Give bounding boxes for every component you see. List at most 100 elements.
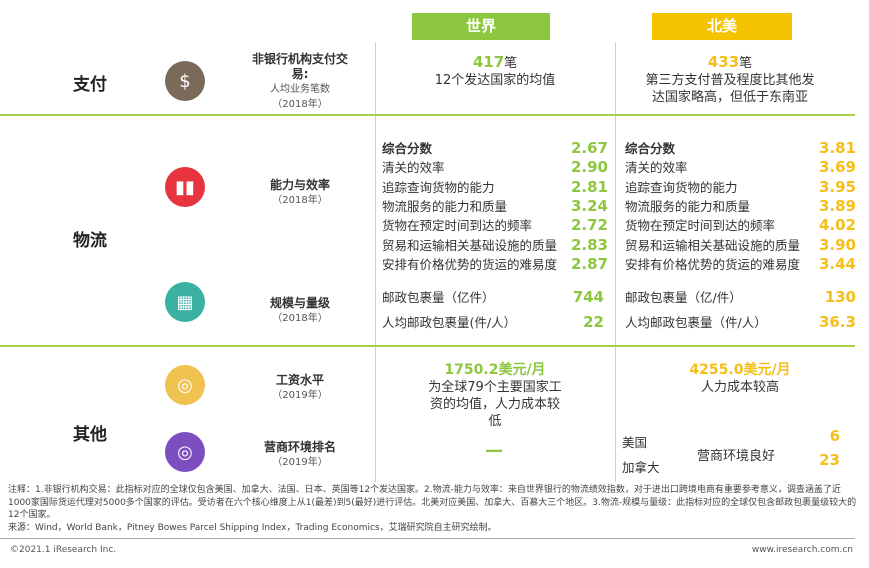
unit: 笔	[739, 56, 753, 71]
rank-us: 6	[829, 427, 840, 445]
desc: 为全球79个主要国家工资的均值，人力成本较低	[428, 380, 562, 429]
source-text: 来源：Wind，World Bank，Pitney Bowes Parcel S…	[8, 522, 497, 533]
money-bag-icon: $	[165, 61, 205, 101]
metric-label: 贸易和运输相关基础设施的质量	[625, 237, 801, 253]
website-link[interactable]: www.iresearch.com.cn	[751, 545, 853, 555]
metric-row: 人均邮政包裹量(件/人） 22	[382, 313, 604, 332]
metric-label: 物流服务的能力和质量	[625, 198, 751, 214]
title: 营商环境排名	[263, 440, 336, 454]
bar-chart-icon: ▮▮	[165, 167, 205, 207]
year: （2019年）	[272, 457, 328, 468]
metric-value: 3.24	[570, 196, 608, 215]
payment-world: 417笔 12个发达国家的均值	[400, 54, 590, 89]
category-logistics: 物流	[73, 231, 107, 251]
year: （2018年）	[272, 195, 328, 206]
scale-label: 规模与量级 （2018年）	[245, 296, 355, 326]
business-label: 营商环境排名 （2019年）	[245, 440, 355, 470]
metric-row: 贸易和运输相关基础设施的质量 2.83	[382, 236, 608, 255]
title: 工资水平	[275, 373, 324, 387]
metric-label: 物流服务的能力和质量	[382, 198, 508, 214]
divider	[0, 345, 855, 347]
metric-value: 130	[824, 288, 856, 306]
metric-row: 物流服务的能力和质量 3.24	[382, 197, 608, 216]
metric-label: 清关的效率	[625, 160, 688, 176]
metric-label: 货物在预定时间到达的频率	[625, 218, 776, 234]
desc: 人力成本较高	[700, 380, 779, 395]
metric-label: 邮政包裹量（亿/件）	[625, 290, 742, 305]
country-us: 美国	[622, 435, 648, 450]
payment-subtitle: 人均业务笔数	[270, 84, 330, 95]
metric-value: 2.81	[570, 177, 608, 196]
metric-row: 清关的效率 2.90	[382, 158, 608, 177]
metric-row: 综合分数 3.81	[625, 139, 856, 158]
efficiency-label: 能力与效率 （2018年）	[245, 178, 355, 208]
metric-row: 货物在预定时间到达的频率 2.72	[382, 216, 608, 235]
business-world: —	[485, 440, 503, 461]
year: （2018年）	[272, 313, 328, 324]
payment-title: 非银行机构支付交易:	[251, 52, 348, 81]
metric-row: 人均邮政包裹量（件/人） 36.3	[625, 313, 856, 332]
metric-value: 3.95	[818, 177, 856, 196]
divider	[615, 42, 616, 482]
metric-row: 追踪查询货物的能力 2.81	[382, 178, 608, 197]
metric-value: 36.3	[818, 313, 856, 331]
notes: 注释：1.非银行机构交易：此指标对应的全球仅包含美国、加拿大、法国、日本、英国等…	[8, 484, 858, 534]
metric-value: 3.69	[818, 158, 856, 177]
metric-row: 物流服务的能力和质量 3.89	[625, 197, 856, 216]
metric-row: 综合分数 2.67	[382, 139, 608, 158]
unit: 笔	[504, 56, 518, 71]
value: 417	[472, 53, 505, 71]
metric-label: 贸易和运输相关基础设施的质量	[382, 237, 558, 253]
wage-label: 工资水平 （2019年）	[245, 373, 355, 403]
metric-label: 安排有价格优势的货运的难易度	[625, 256, 801, 272]
metric-value: 22	[583, 313, 604, 331]
metric-row: 邮政包裹量（亿件） 744	[382, 288, 604, 307]
desc: 12个发达国家的均值	[434, 73, 556, 88]
metric-value: 744	[572, 288, 604, 306]
target-icon: ◎	[165, 432, 205, 472]
header-north-america: 北美	[652, 13, 792, 40]
rings-icon: ◎	[165, 365, 205, 405]
payment-label: 非银行机构支付交易: 人均业务笔数 （2018年）	[245, 52, 355, 112]
divider	[0, 538, 855, 539]
wage-world: 1750.2美元/月 为全球79个主要国家工资的均值，人力成本较低	[425, 362, 565, 430]
metric-value: 3.81	[818, 139, 856, 157]
divider	[375, 42, 376, 482]
value: 4255.0美元/月	[689, 362, 791, 378]
metric-value: 2.67	[570, 139, 608, 157]
metric-label: 货物在预定时间到达的频率	[382, 218, 533, 234]
note-text: 注释：1.非银行机构交易：此指标对应的全球仅包含美国、加拿大、法国、日本、英国等…	[8, 485, 857, 520]
business-desc: 营商环境良好	[697, 449, 776, 464]
rank-canada: 23	[819, 451, 840, 469]
metric-value: 2.90	[570, 158, 608, 177]
metric-row: 货物在预定时间到达的频率 4.02	[625, 216, 856, 235]
wage-na: 4255.0美元/月 人力成本较高	[650, 362, 830, 396]
copyright: ©2021.1 iResearch Inc.	[10, 545, 117, 555]
header-world: 世界	[412, 13, 550, 40]
metric-label: 人均邮政包裹量（件/人）	[625, 315, 767, 330]
title: 能力与效率	[269, 178, 330, 192]
metric-label: 邮政包裹量（亿件）	[382, 290, 495, 305]
metric-value: 4.02	[818, 216, 856, 235]
payment-na: 433笔 第三方支付普及程度比其他发达国家略高，但低于东南亚	[640, 54, 820, 106]
metric-row: 安排有价格优势的货运的难易度 2.87	[382, 255, 608, 274]
metric-label: 清关的效率	[382, 160, 445, 176]
metric-value: 2.72	[570, 216, 608, 235]
title: 规模与量级	[269, 296, 330, 310]
metric-row: 清关的效率 3.69	[625, 158, 856, 177]
metric-row: 贸易和运输相关基础设施的质量 3.90	[625, 236, 856, 255]
value: 433	[707, 53, 740, 71]
payment-year: （2018年）	[272, 99, 328, 110]
metric-label: 综合分数	[625, 141, 676, 156]
country-canada: 加拿大	[622, 460, 660, 475]
year: （2019年）	[272, 390, 328, 401]
metric-row: 邮政包裹量（亿/件） 130	[625, 288, 856, 307]
metric-label: 综合分数	[382, 141, 433, 156]
metric-row: 安排有价格优势的货运的难易度 3.44	[625, 255, 856, 274]
metric-value: 3.89	[818, 196, 856, 215]
metric-label: 安排有价格优势的货运的难易度	[382, 256, 558, 272]
category-payment: 支付	[73, 75, 107, 95]
metric-row: 追踪查询货物的能力 3.95	[625, 178, 856, 197]
metric-value: 3.44	[818, 254, 856, 273]
